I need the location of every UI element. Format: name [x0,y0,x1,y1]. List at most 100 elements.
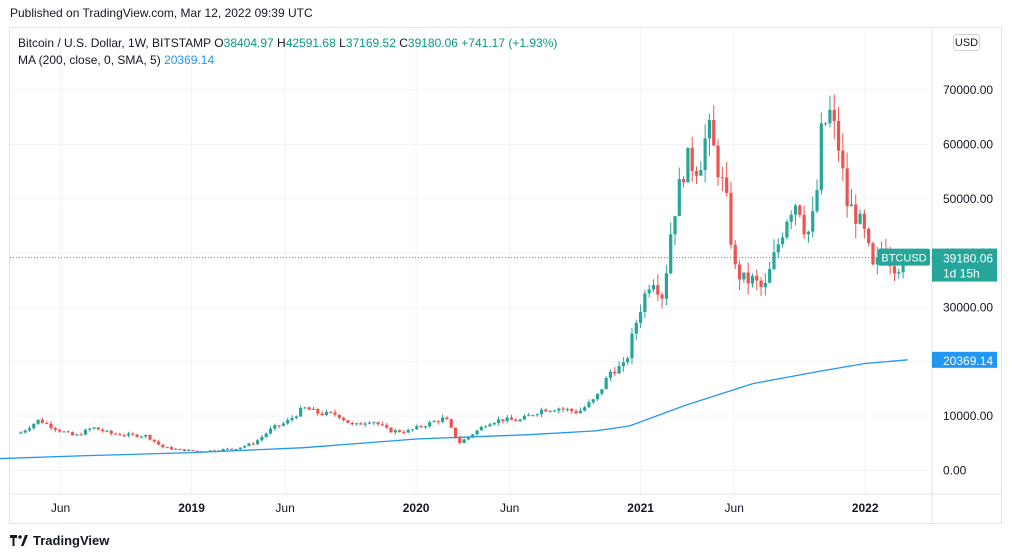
x-tick-label: 2020 [403,501,430,515]
countdown-label: 1d 15h [943,267,980,281]
candle-body [66,431,70,433]
candle-body [36,419,40,424]
chart-legend: Bitcoin / U.S. Dollar, 1W, BITSTAMP O384… [18,35,557,69]
candle-body [509,417,514,420]
candle-body [428,422,432,427]
last-price-label: 39180.06 [943,252,993,266]
candle-body [174,448,178,450]
candle-body [101,429,105,432]
candle-body [264,433,268,437]
candle-body [789,214,793,222]
candle-body [462,439,466,444]
candle-body [712,120,716,146]
candle-body [871,243,875,265]
candle-body [406,429,410,433]
candle-body [385,425,389,428]
candle-body [531,415,535,417]
candle-body [858,213,862,224]
candle-body [337,414,341,418]
candle-body [656,285,660,295]
candle-body [466,436,471,440]
candle-body [471,434,475,437]
y-tick-label: 70000.00 [943,83,993,97]
candle-body [737,264,742,280]
candle-body [867,228,871,244]
candle-body [613,371,617,374]
candle-body [118,434,122,436]
candle-body [397,430,402,432]
candle-body [574,411,578,414]
y-tick-label: 30000.00 [943,300,993,314]
candle-body [354,423,359,425]
candle-body [372,422,376,424]
candle-body [225,448,230,450]
candle-body [630,333,634,359]
candle-body [96,427,100,430]
candle-body [92,427,96,429]
legend-low-label: L [339,36,346,50]
candle-body [290,417,294,421]
y-tick-label: 50000.00 [943,192,993,206]
candle-body [251,443,255,445]
candle-body [449,419,453,428]
candle-body [307,407,311,410]
candle-body [268,428,273,434]
legend-row-symbol: Bitcoin / U.S. Dollar, 1W, BITSTAMP O384… [18,35,557,52]
ma-price-tag [932,351,997,368]
candle-body [565,408,570,410]
candle-body [703,138,707,170]
candle-body [802,214,806,235]
x-tick-label: Jun [500,501,519,515]
candle-body [58,429,62,432]
candle-body [669,234,673,274]
candle-body [152,439,156,442]
candle-body [755,275,759,281]
candle-body [742,272,746,280]
candle-body [785,221,789,238]
x-tick-label: 2021 [627,501,654,515]
chart-frame[interactable] [9,27,1002,524]
candle-body [453,427,458,439]
candle-body [729,192,733,245]
y-tick-label: 0.00 [943,464,967,478]
candle-body [716,145,720,178]
legend-ma-label: MA (200, close, 0, SMA, 5) [18,53,161,67]
candle-body [49,423,53,429]
candle-body [79,434,83,436]
candle-body [720,177,724,179]
candle-body [836,121,841,151]
candle-body [122,435,126,437]
candle-body [393,430,397,433]
candle-body [161,444,165,448]
x-tick-label: Jun [725,501,744,515]
candle-body [501,419,505,422]
candle-body [212,450,217,452]
candle-body [707,120,712,139]
candle-body [432,421,436,423]
candle-body [62,431,66,433]
candle-body [359,423,363,425]
x-tick-label: 2022 [852,501,879,515]
candle-body [131,433,135,435]
candle-body [40,419,45,423]
candle-body [763,282,767,288]
candle-body [105,430,109,432]
candle-body [299,408,303,417]
candle-body [45,422,49,424]
candle-body [191,449,195,451]
legend-low: 37169.52 [345,36,396,50]
candle-body [772,252,776,270]
currency-button[interactable]: USD [953,34,980,51]
candle-body [815,190,819,212]
legend-high: 42591.68 [285,36,336,50]
candle-body [135,434,139,437]
legend-title: Bitcoin / U.S. Dollar, 1W, BITSTAMP [18,36,211,50]
candle-body [165,447,169,449]
candle-body [557,408,561,411]
candle-body [518,419,522,422]
candle-body [410,429,415,431]
candle-body [638,312,643,323]
last-price-tag [932,248,997,282]
candle-body [144,434,148,437]
